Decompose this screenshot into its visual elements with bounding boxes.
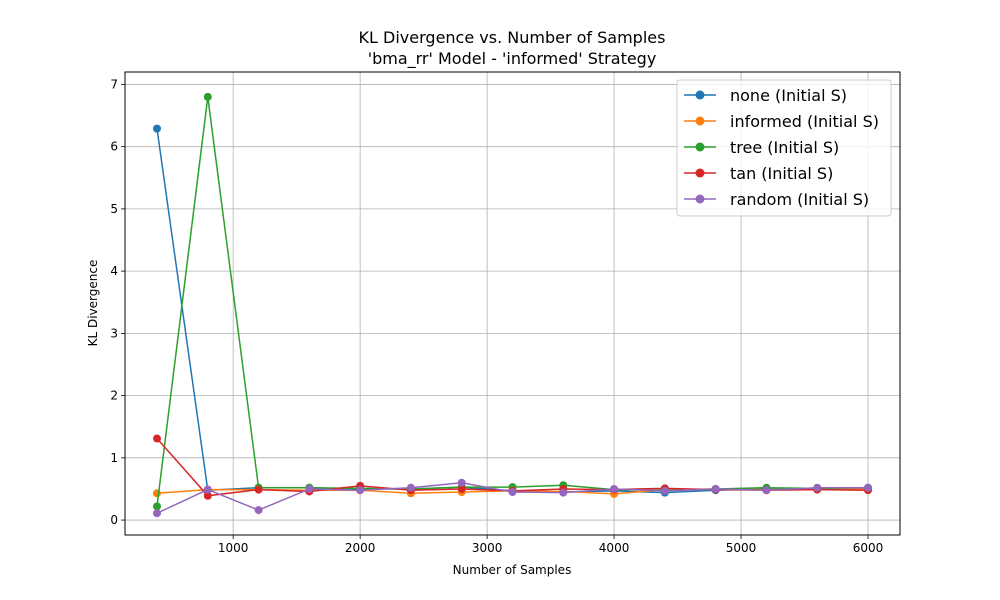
y-tick-label: 4 bbox=[110, 264, 118, 278]
data-point bbox=[711, 484, 720, 493]
plot-frame bbox=[124, 71, 901, 536]
data-point bbox=[762, 486, 771, 495]
x-tick-label: 5000 bbox=[726, 541, 757, 555]
data-point bbox=[864, 483, 873, 492]
x-tick-label: 1000 bbox=[218, 541, 249, 555]
x-tick-label: 4000 bbox=[599, 541, 630, 555]
y-tick-label: 6 bbox=[110, 140, 118, 154]
data-point bbox=[203, 485, 212, 494]
data-point bbox=[457, 484, 466, 493]
data-point bbox=[559, 488, 568, 497]
legend-marker bbox=[695, 168, 705, 178]
legend-label: tree (Initial S) bbox=[730, 138, 839, 157]
y-axis-title: KL Divergence bbox=[86, 260, 100, 347]
data-point bbox=[457, 478, 466, 487]
x-tick-label: 6000 bbox=[853, 541, 884, 555]
legend: none (Initial S) informed (Initial S) tree… bbox=[676, 79, 892, 217]
data-point bbox=[660, 486, 669, 495]
data-point bbox=[203, 491, 212, 500]
data-point bbox=[610, 484, 619, 493]
data-point bbox=[152, 124, 161, 133]
y-tick-label: 2 bbox=[110, 389, 118, 403]
series-area bbox=[152, 92, 873, 518]
series-group bbox=[152, 478, 873, 518]
legend-label: random (Initial S) bbox=[730, 190, 869, 209]
data-point bbox=[152, 489, 161, 498]
data-point bbox=[406, 483, 415, 492]
y-tick-label: 7 bbox=[110, 77, 118, 91]
data-point bbox=[152, 509, 161, 518]
legend-marker bbox=[695, 194, 705, 204]
chart-title: KL Divergence vs. Number of Samples bbox=[359, 28, 666, 47]
legend-marker bbox=[695, 142, 705, 152]
data-point bbox=[813, 483, 822, 492]
legend-box bbox=[676, 79, 892, 217]
x-tick-label: 3000 bbox=[472, 541, 503, 555]
data-point bbox=[305, 484, 314, 493]
y-tick-label: 3 bbox=[110, 326, 118, 340]
data-point bbox=[203, 92, 212, 101]
data-point bbox=[254, 506, 263, 515]
data-point bbox=[254, 485, 263, 494]
legend-label: tan (Initial S) bbox=[730, 164, 833, 183]
y-tick-label: 0 bbox=[110, 513, 118, 527]
data-point bbox=[356, 486, 365, 495]
axis-ticks: 1000 2000 3000 4000 5000 6000 0 1 2 3 4 5 6 7 bbox=[110, 77, 883, 555]
legend-marker bbox=[695, 116, 705, 126]
y-tick-label: 1 bbox=[110, 451, 118, 465]
data-point bbox=[152, 434, 161, 443]
x-axis-title: Number of Samples bbox=[453, 563, 572, 577]
chart-subtitle: 'bma_rr' Model - 'informed' Strategy bbox=[368, 49, 657, 69]
data-point bbox=[508, 488, 517, 497]
x-tick-label: 2000 bbox=[345, 541, 376, 555]
legend-label: none (Initial S) bbox=[730, 86, 847, 105]
data-point bbox=[152, 502, 161, 511]
legend-label: informed (Initial S) bbox=[730, 112, 879, 131]
y-tick-label: 5 bbox=[110, 202, 118, 216]
legend-marker bbox=[695, 90, 705, 100]
